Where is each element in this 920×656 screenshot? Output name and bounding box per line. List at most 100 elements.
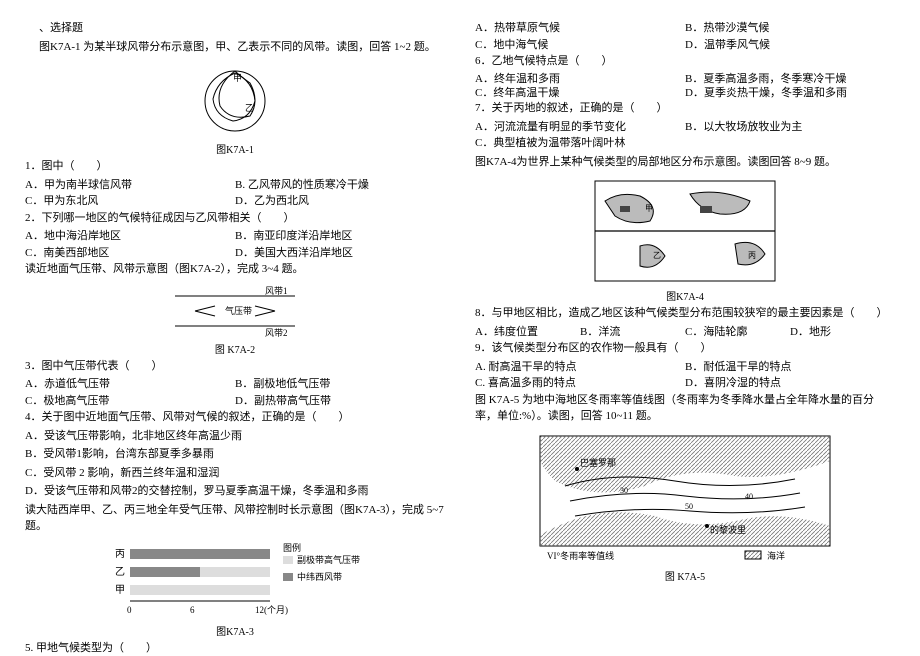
q7b: B．以大牧场放牧业为主	[685, 119, 895, 136]
q7c: C．典型植被为温带落叶阔叶林	[475, 135, 895, 152]
q1a: A．甲为南半球信风带	[25, 177, 235, 194]
q8c: C．海陆轮廓	[685, 324, 790, 341]
q6: 6．乙地气候特点是（ ）	[475, 53, 895, 70]
q9d: D．喜阴冷湿的特点	[685, 375, 895, 392]
fig2-label: 图 K7A-2	[25, 343, 445, 358]
q8: 8．与甲地区相比，造成乙地区该种气候类型分布范围较狭窄的最主要因素是（ ）	[475, 305, 895, 322]
q4c: C．受风带 2 影响，新西兰终年温和湿润	[25, 465, 445, 482]
q9-cd: C. 喜高温多雨的特点 D．喜阴冷湿的特点	[475, 375, 895, 392]
figure-1: 甲 乙	[25, 61, 445, 139]
q5: 5. 甲地气候类型为（ ）	[25, 640, 445, 656]
svg-text:6: 6	[190, 605, 195, 615]
q6-cd: C．终年高温干燥 D．夏季炎热干燥，冬季温和多雨	[475, 86, 895, 100]
svg-text:甲: 甲	[115, 585, 125, 596]
r5-cd: C．地中海气候 D．温带季风气候	[475, 37, 895, 54]
q7a: A．河流流量有明显的季节变化	[475, 119, 685, 136]
fig1-label: 图K7A-1	[25, 143, 445, 158]
q2d: D．美国大西洋沿岸地区	[235, 245, 445, 262]
intro-4: 图K7A-4为世界上某种气候类型的局部地区分布示意图。读图回答 8~9 题。	[475, 154, 895, 171]
svg-text:丙: 丙	[748, 251, 756, 260]
r5d: D．温带季风气候	[685, 37, 895, 54]
figure-3: 丙 乙 甲 0 6 12(个月) 副极带高气压带 中纬西风带 图例	[25, 541, 445, 621]
q2b: B．南亚印度洋沿岸地区	[235, 228, 445, 245]
q3b: B．副极地低气压带	[235, 376, 445, 393]
svg-text:VI°冬雨率等值线: VI°冬雨率等值线	[547, 550, 614, 561]
q2-opts-cd: C．南美西部地区 D．美国大西洋沿岸地区	[25, 245, 445, 262]
q2: 2．下列哪一地区的气候特征成因与乙风带相关（ ）	[25, 210, 445, 227]
fig3-leg1: 副极带高气压带	[297, 554, 360, 565]
section-title: 、选择题	[25, 20, 445, 37]
q9b: B．耐低温干旱的特点	[685, 359, 895, 376]
q1d: D．乙为西北风	[235, 193, 445, 210]
q3a: A．赤道低气压带	[25, 376, 235, 393]
q2c: C．南美西部地区	[25, 245, 235, 262]
q3d: D．副热带高气压带	[235, 393, 445, 410]
q4a: A．受该气压带影响，北非地区终年高温少雨	[25, 428, 445, 445]
svg-text:50: 50	[685, 502, 693, 511]
q3: 3．图中气压带代表（ ）	[25, 358, 445, 375]
left-column: 、选择题 图K7A-1 为某半球风带分布示意图，甲、乙表示不同的风带。读图，回答…	[25, 20, 460, 630]
svg-text:乙: 乙	[115, 566, 125, 578]
svg-text:甲: 甲	[233, 73, 242, 83]
svg-text:40: 40	[745, 492, 753, 501]
svg-text:风带1: 风带1	[265, 286, 288, 296]
fig3-label: 图K7A-3	[25, 625, 445, 640]
fig3-leg2: 中纬西风带	[297, 571, 342, 582]
svg-text:海洋: 海洋	[767, 550, 785, 561]
q9c: C. 喜高温多雨的特点	[475, 375, 685, 392]
svg-text:气压带: 气压带	[225, 305, 252, 316]
svg-text:甲: 甲	[645, 204, 653, 213]
q1-opts-ab: A．甲为南半球信风带 B. 乙风带风的性质寒冷干燥	[25, 177, 445, 194]
q8-row: A．纬度位置 B．洋流 C．海陆轮廓 D．地形	[475, 324, 895, 341]
q2a: A．地中海沿岸地区	[25, 228, 235, 245]
q7-ab: A．河流流量有明显的季节变化 B．以大牧场放牧业为主	[475, 119, 895, 136]
figure-4: 甲 乙 丙	[475, 176, 895, 286]
fig5-label: 图 K7A-5	[475, 570, 895, 585]
r5a: A．热带草原气候	[475, 20, 685, 37]
svg-text:图例: 图例	[283, 542, 301, 553]
r5c: C．地中海气候	[475, 37, 685, 54]
intro-2: 读近地面气压带、风带示意图（图K7A-2），完成 3~4 题。	[25, 261, 445, 278]
r5-ab: A．热带草原气候 B．热带沙漠气候	[475, 20, 895, 37]
q1-opts-cd: C．甲为东北风 D．乙为西北风	[25, 193, 445, 210]
svg-text:的黎波里: 的黎波里	[710, 524, 746, 535]
q6d: D．夏季炎热干燥，冬季温和多雨	[685, 86, 895, 100]
svg-text:30: 30	[620, 486, 628, 495]
q6-ab: A．终年温和多雨 B．夏季高温多雨，冬季寒冷干燥	[475, 72, 895, 86]
q2-opts-ab: A．地中海沿岸地区 B．南亚印度洋沿岸地区	[25, 228, 445, 245]
q4d: D．受该气压带和风带2的交替控制，罗马夏季高温干燥，冬季温和多雨	[25, 483, 445, 500]
q6c: C．终年高温干燥	[475, 86, 685, 100]
q3c: C．极地高气压带	[25, 393, 235, 410]
q1: 1．图中（ ）	[25, 158, 445, 175]
r5b: B．热带沙漠气候	[685, 20, 895, 37]
right-column: A．热带草原气候 B．热带沙漠气候 C．地中海气候 D．温带季风气候 6．乙地气…	[460, 20, 895, 630]
figure-2: 气压带 风带1 风带2	[25, 284, 445, 339]
q3-opts-ab: A．赤道低气压带 B．副极地低气压带	[25, 376, 445, 393]
svg-text:乙: 乙	[245, 103, 254, 113]
q3-opts-cd: C．极地高气压带 D．副热带高气压带	[25, 393, 445, 410]
intro-1: 图K7A-1 为某半球风带分布示意图，甲、乙表示不同的风带。读图，回答 1~2 …	[25, 39, 445, 56]
svg-text:巴塞罗那: 巴塞罗那	[580, 457, 616, 468]
figure-5: 巴塞罗那 的黎波里 30 50 40 VI°冬雨率等值线 海洋	[475, 431, 895, 566]
svg-text:0: 0	[127, 605, 132, 615]
svg-text:12(个月): 12(个月)	[255, 605, 288, 615]
q9: 9．该气候类型分布区的农作物一般具有（ ）	[475, 340, 895, 357]
q6b: B．夏季高温多雨，冬季寒冷干燥	[685, 72, 895, 86]
q9a: A. 耐高温干旱的特点	[475, 359, 685, 376]
svg-text:风带2: 风带2	[265, 328, 288, 338]
svg-text:丙: 丙	[115, 549, 125, 560]
svg-text:乙: 乙	[653, 251, 661, 260]
intro-3: 读大陆西岸甲、乙、丙三地全年受气压带、风带控制时长示意图（图K7A-3），完成 …	[25, 502, 445, 535]
fig4-label: 图K7A-4	[475, 290, 895, 305]
q7: 7．关于丙地的叙述，正确的是（ ）	[475, 100, 895, 117]
intro-5: 图 K7A-5 为地中海地区冬雨率等值线图（冬雨率为冬季降水量占全年降水量的百分…	[475, 392, 895, 425]
q9-ab: A. 耐高温干旱的特点 B．耐低温干旱的特点	[475, 359, 895, 376]
q8a: A．纬度位置	[475, 324, 580, 341]
q1c: C．甲为东北风	[25, 193, 235, 210]
q6a: A．终年温和多雨	[475, 72, 685, 86]
q4b: B．受风带1影响，台湾东部夏季多暴雨	[25, 446, 445, 463]
q8d: D．地形	[790, 324, 895, 341]
q8b: B．洋流	[580, 324, 685, 341]
q1b: B. 乙风带风的性质寒冷干燥	[235, 177, 445, 194]
q4: 4．关于图中近地面气压带、风带对气候的叙述，正确的是（ ）	[25, 409, 445, 426]
